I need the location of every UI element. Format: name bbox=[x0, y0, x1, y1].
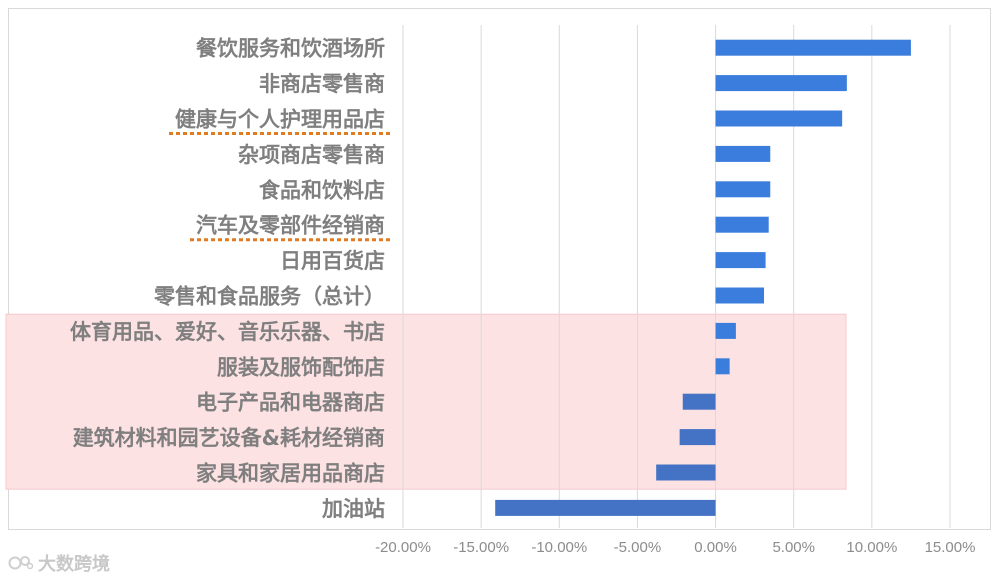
category-label: 体育用品、爱好、音乐乐器、书店 bbox=[70, 320, 385, 344]
category-label: 家具和家居用品商店 bbox=[196, 462, 385, 486]
x-tick-label: -20.00% bbox=[375, 539, 431, 556]
category-label: 食品和饮料店 bbox=[259, 178, 385, 202]
category-label: 非商店零售商 bbox=[259, 72, 385, 96]
bar bbox=[679, 429, 716, 446]
x-tick-label: -5.00% bbox=[614, 539, 662, 556]
underline-layer bbox=[169, 132, 393, 242]
category-label: 餐饮服务和饮酒场所 bbox=[196, 37, 385, 61]
x-tick-label: 15.00% bbox=[925, 539, 976, 556]
bar-layer bbox=[495, 39, 911, 516]
bar bbox=[715, 252, 766, 269]
category-label: 健康与个人护理用品店 bbox=[175, 108, 385, 132]
category-label: 加油站 bbox=[321, 497, 385, 521]
x-tick-label: -10.00% bbox=[531, 539, 587, 556]
category-label: 零售和食品服务（总计） bbox=[153, 285, 385, 309]
x-tick-label: 10.00% bbox=[846, 539, 897, 556]
bar bbox=[715, 39, 911, 56]
category-label: 建筑材料和园艺设备&耗材经销商 bbox=[73, 426, 385, 450]
watermark-text: 大数跨境 bbox=[38, 554, 110, 575]
category-label: 杂项商店零售商 bbox=[238, 143, 385, 167]
x-tick-label: 5.00% bbox=[772, 539, 815, 556]
logo-icon bbox=[8, 556, 34, 570]
bar bbox=[715, 75, 847, 92]
bar bbox=[715, 322, 736, 339]
x-tick-label-layer: -20.00% -15.00% -10.00% -5.00% 0.00% 5.00% 10.… bbox=[375, 539, 975, 556]
bar bbox=[495, 499, 716, 516]
bar bbox=[682, 393, 716, 410]
bar bbox=[715, 181, 771, 198]
x-tick-label: -15.00% bbox=[453, 539, 509, 556]
category-label-layer: 餐饮服务和饮酒场所非商店零售商健康与个人护理用品店杂项商店零售商食品和饮料店汽车… bbox=[70, 37, 385, 521]
category-label: 服装及服饰配饰店 bbox=[217, 355, 385, 379]
bar bbox=[656, 464, 716, 481]
bar bbox=[715, 216, 769, 233]
category-label: 电子产品和电器商店 bbox=[196, 391, 385, 415]
bar bbox=[715, 287, 765, 304]
watermark: 大数跨境 bbox=[8, 550, 110, 576]
bar bbox=[715, 145, 771, 162]
bar bbox=[715, 110, 843, 127]
category-label: 日用百货店 bbox=[280, 249, 385, 273]
x-tick-label: 0.00% bbox=[694, 539, 737, 556]
bar bbox=[715, 358, 730, 375]
category-label: 汽车及零部件经销商 bbox=[196, 214, 385, 238]
